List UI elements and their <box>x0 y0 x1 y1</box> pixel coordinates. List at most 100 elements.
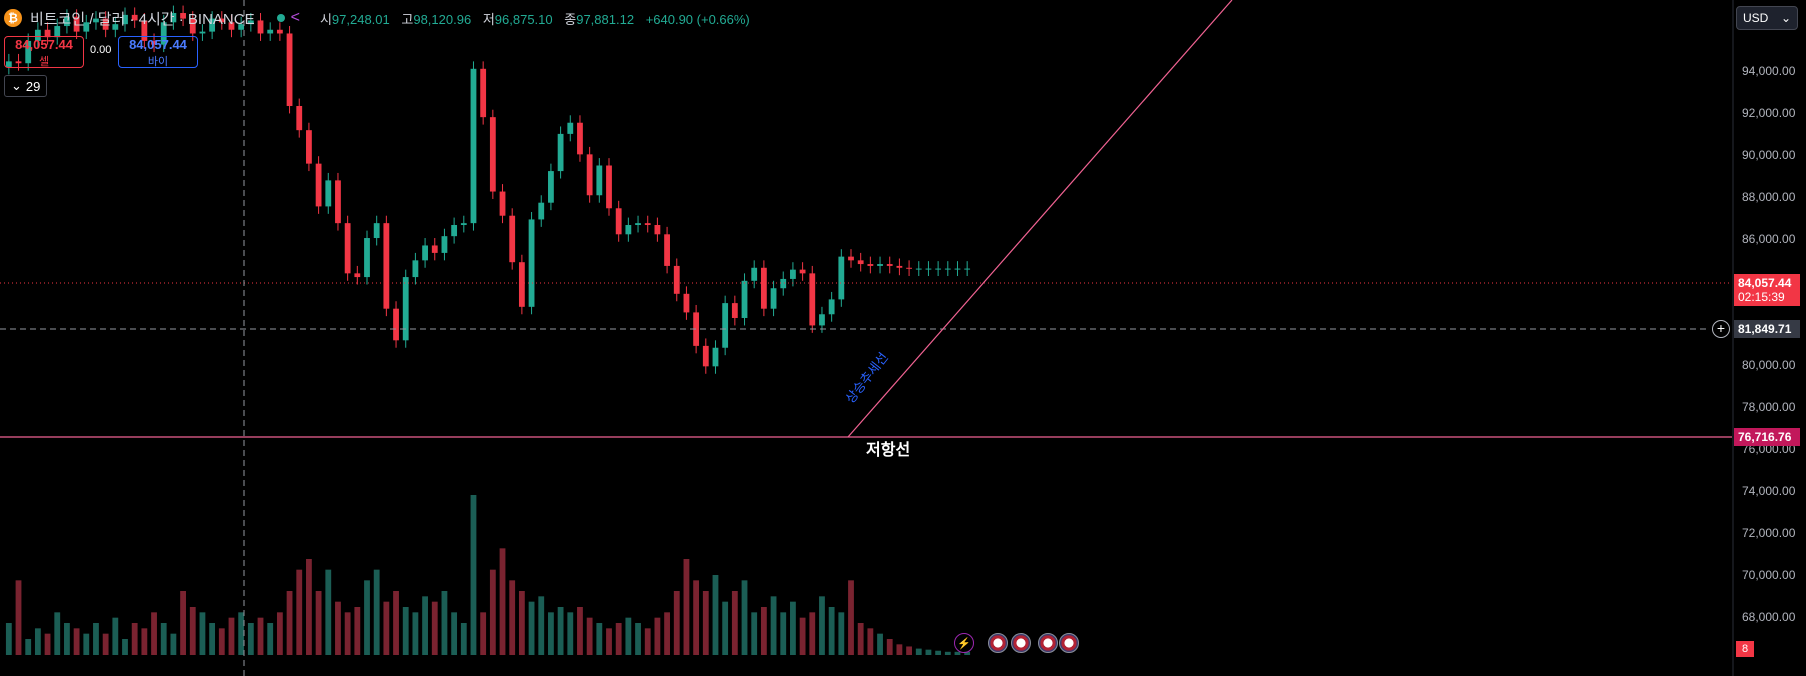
buy-price: 84,057.44 <box>129 37 187 52</box>
candle-body <box>34 29 41 41</box>
candle-body <box>373 223 380 239</box>
open-label: 시 <box>319 11 332 27</box>
volume-bar <box>393 591 399 655</box>
volume-bar <box>83 633 90 655</box>
volume-bar <box>577 607 583 655</box>
candle-body <box>199 31 206 34</box>
volume-bar <box>25 639 32 655</box>
sell-button[interactable]: 84,057.44 셀 <box>4 36 84 68</box>
volume-bar <box>34 628 41 655</box>
candle-body <box>209 18 216 32</box>
volume-bar <box>238 612 245 655</box>
volume-bar <box>431 601 438 655</box>
volume-bar <box>15 580 22 655</box>
volume-bar <box>257 617 264 655</box>
candle-body <box>509 215 516 263</box>
candle-body <box>741 280 748 318</box>
volume-bar <box>751 612 758 655</box>
candle-body <box>712 347 719 367</box>
us-flag-icon[interactable] <box>1059 633 1079 653</box>
resistance-label[interactable]: 저항선 <box>866 442 911 459</box>
us-flag-icon[interactable] <box>988 633 1008 653</box>
candle-body <box>364 238 370 278</box>
volume-bar <box>141 628 148 655</box>
candle-body <box>954 268 961 270</box>
us-flag-icon[interactable] <box>1011 633 1031 653</box>
candle-body <box>402 277 409 341</box>
volume-bar <box>867 628 874 655</box>
uptrend-line[interactable] <box>847 0 1233 438</box>
volume-bar <box>344 612 351 655</box>
bar-countdown: 02:15:39 <box>1738 290 1785 304</box>
volume-bar <box>470 495 477 655</box>
candle-body <box>867 264 874 266</box>
volume-bar <box>615 623 622 655</box>
candle-body <box>722 303 729 348</box>
candles <box>5 5 971 374</box>
plus-icon[interactable]: + <box>1712 320 1730 338</box>
volume-bar <box>199 612 206 655</box>
candle-body <box>470 68 477 224</box>
volume-bar <box>228 617 235 655</box>
candle-body <box>325 180 332 207</box>
currency-select[interactable]: USD ⌄ <box>1736 6 1798 30</box>
volume-bar <box>499 548 506 655</box>
us-flag-icon[interactable] <box>1038 633 1058 653</box>
volume-bar <box>741 580 748 655</box>
candle-body <box>315 163 322 207</box>
volume-bar <box>44 633 51 655</box>
candle-body <box>238 24 245 30</box>
price-tick: 92,000.00 <box>1742 106 1796 120</box>
volume-bar <box>402 607 409 655</box>
volume-bar <box>857 623 864 655</box>
volume-bar <box>954 651 961 655</box>
volume-bar <box>683 559 690 655</box>
volume-bar <box>567 612 574 655</box>
candle-body <box>935 268 942 270</box>
volume-bar <box>673 591 680 655</box>
candle-body <box>577 122 583 155</box>
volume-bar <box>838 612 845 655</box>
candle-body <box>460 223 467 226</box>
current-price: 84,057.44 <box>1738 276 1792 290</box>
candle-body <box>393 308 399 341</box>
candle-body <box>557 133 564 172</box>
price-tick: 72,000.00 <box>1742 526 1796 540</box>
candle-body <box>25 40 32 64</box>
candle-body <box>451 225 458 237</box>
volume-bar <box>799 617 806 655</box>
candle-body <box>335 180 341 224</box>
candle-body <box>828 299 835 315</box>
chart-header: ₿ 비트코인 / 달러 · 4시간 · BINANCE < 시97,248.01… <box>0 0 758 36</box>
candle-body <box>586 154 593 196</box>
candle-body <box>518 262 525 307</box>
candle-body <box>644 223 651 226</box>
candle-body <box>654 225 661 235</box>
chevron-down-icon: ⌄ <box>11 78 22 93</box>
volume-bar <box>770 596 777 655</box>
ohlc-values: 시97,248.01 고98,120.96 저96,875.10 종97,881… <box>320 9 758 28</box>
change-value: +640.90 (+0.66%) <box>645 11 750 27</box>
candle-body <box>354 273 361 278</box>
volume-bar <box>654 617 661 655</box>
candle-body <box>702 345 709 367</box>
lightning-icon[interactable]: ⚡ <box>954 633 974 653</box>
candle-body <box>790 269 796 279</box>
bitcoin-icon: ₿ <box>4 9 22 27</box>
candle-body <box>286 33 293 106</box>
candle-body <box>296 105 303 131</box>
indicators-toggle[interactable]: ⌄ 29 <box>4 75 48 97</box>
symbol-title[interactable]: 비트코인 / 달러 · 4시간 · BINANCE <box>30 10 255 28</box>
volume-bar <box>131 623 138 655</box>
price-tick: 88,000.00 <box>1742 190 1796 204</box>
volume-bar <box>160 623 167 655</box>
price-tick: 78,000.00 <box>1742 400 1796 414</box>
volume-bar <box>315 591 322 655</box>
candle-body <box>925 268 932 270</box>
buy-button[interactable]: 84,057.44 바이 <box>118 36 198 68</box>
volume-bar <box>557 607 564 655</box>
volume-bar <box>180 591 186 655</box>
share-icon[interactable]: < <box>290 9 300 26</box>
candle-body <box>809 273 816 326</box>
